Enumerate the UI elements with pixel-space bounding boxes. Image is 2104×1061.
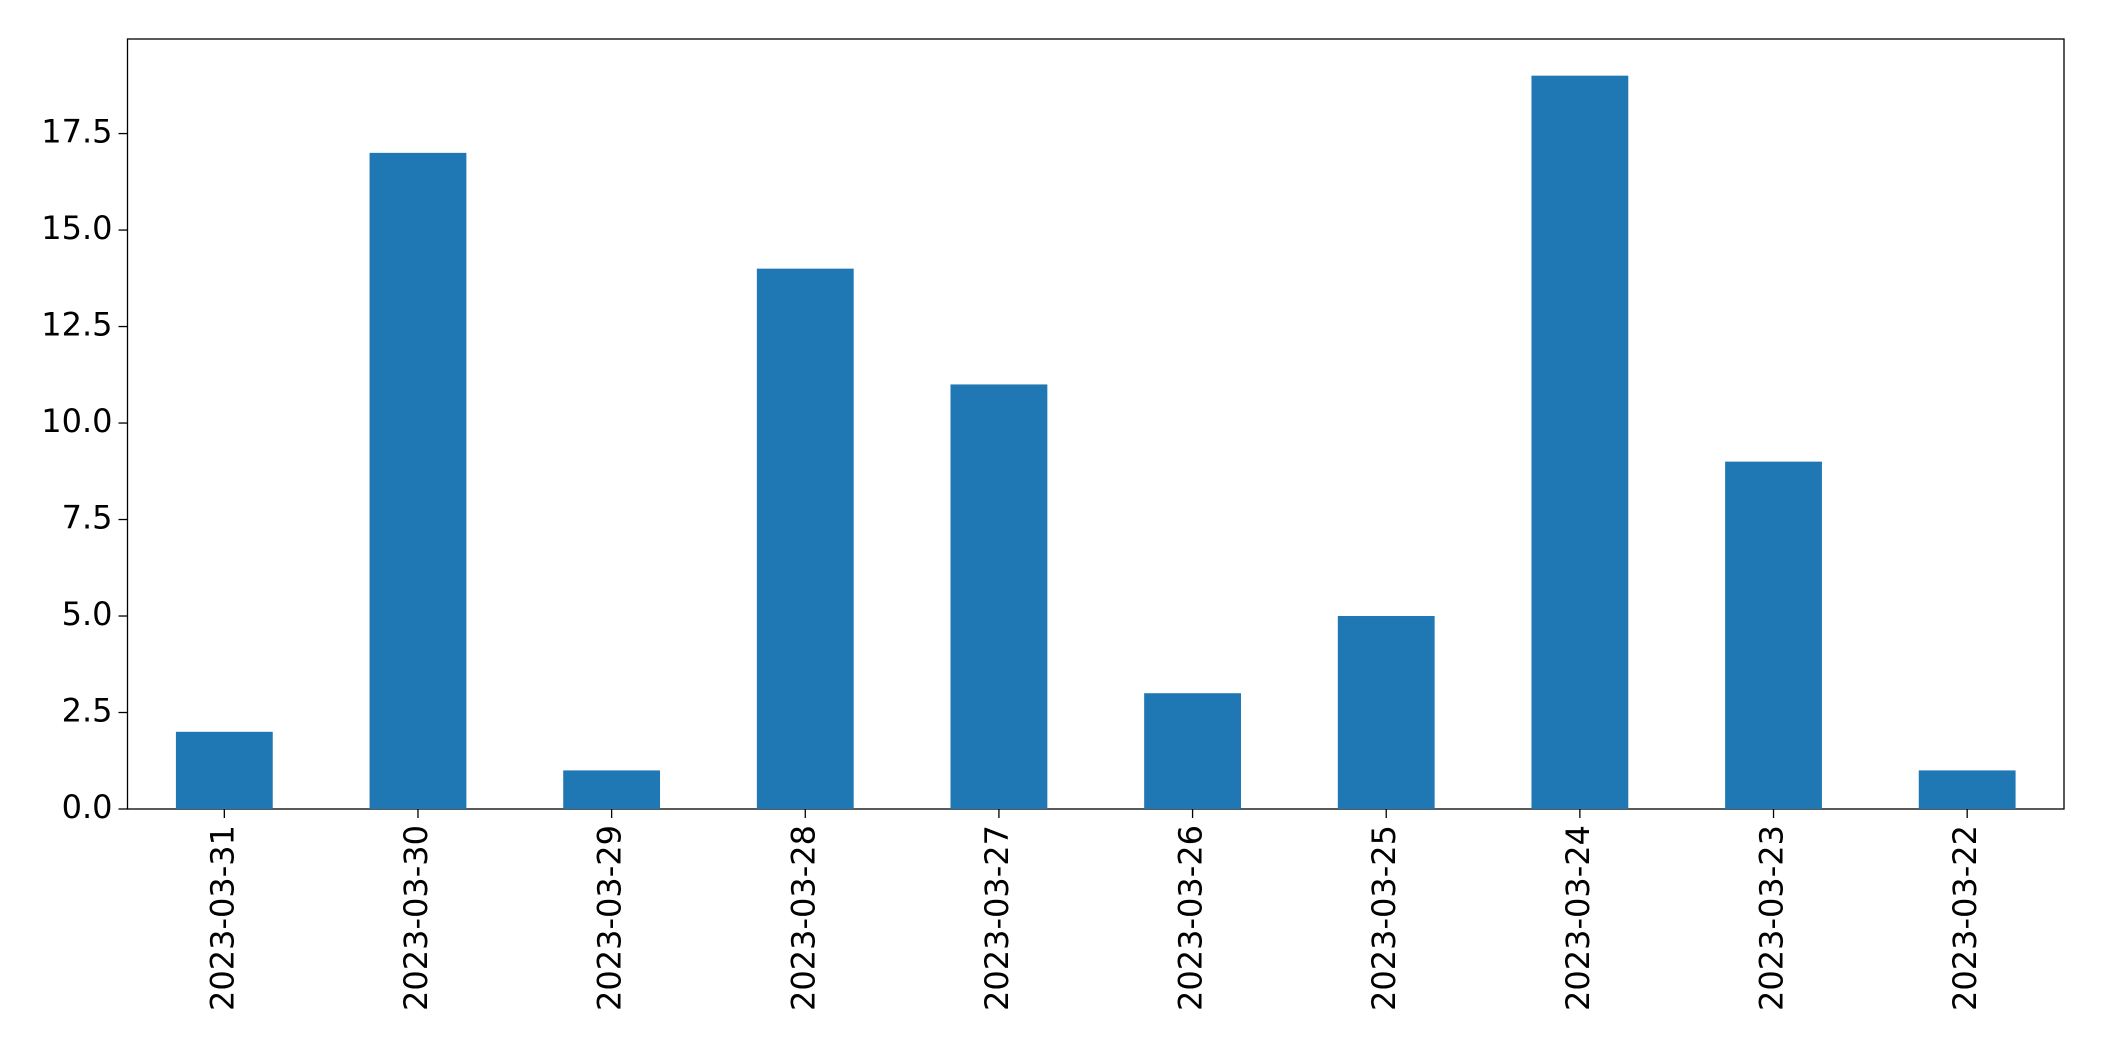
y-tick-label: 7.5 [62, 499, 113, 537]
bar [950, 384, 1048, 809]
y-tick-label: 10.0 [41, 402, 112, 440]
y-tick-label: 0.0 [62, 788, 113, 826]
x-tick-label: 2023-03-30 [397, 825, 435, 1011]
bar [369, 152, 467, 810]
bar [1531, 75, 1629, 809]
plot-frame [126, 38, 2065, 810]
bar [1725, 461, 1822, 809]
x-tick-label: 2023-03-25 [1365, 825, 1403, 1011]
y-tick-label: 17.5 [41, 113, 112, 151]
bar [1144, 693, 1241, 809]
x-tick-label: 2023-03-26 [1172, 825, 1210, 1011]
bar [563, 770, 661, 809]
bar [175, 731, 273, 809]
x-tick-label: 2023-03-29 [591, 825, 629, 1011]
bar [756, 268, 854, 809]
x-tick-label: 2023-03-22 [1946, 825, 1984, 1011]
y-tick-label: 12.5 [41, 306, 112, 344]
x-tick-label: 2023-03-31 [203, 825, 241, 1011]
x-tick-label: 2023-03-28 [784, 825, 822, 1011]
y-tick-label: 2.5 [62, 692, 113, 730]
bar [1918, 770, 2016, 809]
x-tick-label: 2023-03-23 [1753, 825, 1791, 1011]
bar [1337, 616, 1435, 809]
y-tick-label: 5.0 [62, 595, 113, 633]
x-tick-label: 2023-03-27 [978, 825, 1016, 1011]
x-tick-label: 2023-03-24 [1559, 825, 1597, 1011]
y-tick-label: 15.0 [41, 209, 112, 247]
